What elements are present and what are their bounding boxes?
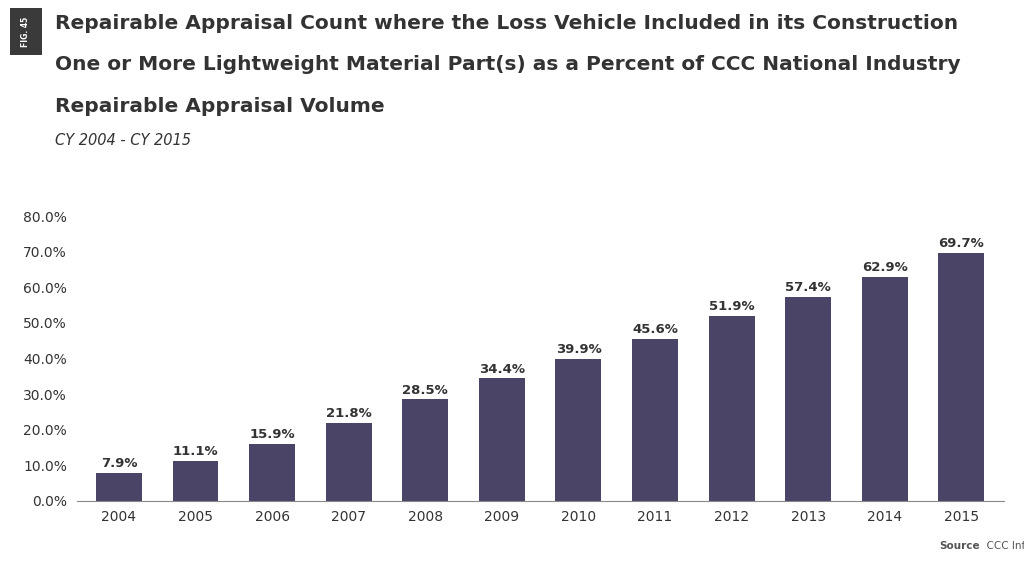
Text: CCC Information Services Inc.: CCC Information Services Inc. [980, 541, 1024, 551]
Bar [862, 277, 908, 501]
Text: 34.4%: 34.4% [479, 362, 525, 376]
Text: 28.5%: 28.5% [402, 384, 449, 397]
Text: Repairable Appraisal Volume: Repairable Appraisal Volume [55, 97, 385, 116]
Bar [632, 339, 678, 501]
Text: 21.8%: 21.8% [326, 407, 372, 420]
Bar [172, 461, 218, 501]
Text: One or More Lightweight Material Part(s) as a Percent of CCC National Industry: One or More Lightweight Material Part(s)… [55, 55, 961, 74]
Text: 69.7%: 69.7% [939, 237, 984, 250]
Text: 51.9%: 51.9% [709, 300, 755, 314]
Bar [555, 359, 601, 501]
Bar [402, 399, 449, 501]
Bar [938, 253, 984, 501]
Text: Source: Source [939, 541, 980, 551]
Text: CY 2004 - CY 2015: CY 2004 - CY 2015 [55, 133, 191, 148]
Bar [249, 444, 295, 501]
Text: 57.4%: 57.4% [785, 281, 831, 294]
Text: Repairable Appraisal Count where the Loss Vehicle Included in its Construction: Repairable Appraisal Count where the Los… [55, 14, 958, 33]
Text: 15.9%: 15.9% [249, 428, 295, 442]
Text: 45.6%: 45.6% [632, 323, 678, 336]
Bar [326, 423, 372, 501]
Text: 7.9%: 7.9% [100, 457, 137, 470]
Bar [479, 378, 525, 501]
Bar [709, 316, 755, 501]
Text: 39.9%: 39.9% [556, 343, 601, 356]
Bar [96, 473, 142, 501]
Text: 62.9%: 62.9% [862, 261, 907, 274]
Text: 11.1%: 11.1% [173, 446, 218, 459]
Text: FIG. 45: FIG. 45 [22, 17, 31, 47]
Bar [785, 296, 831, 501]
